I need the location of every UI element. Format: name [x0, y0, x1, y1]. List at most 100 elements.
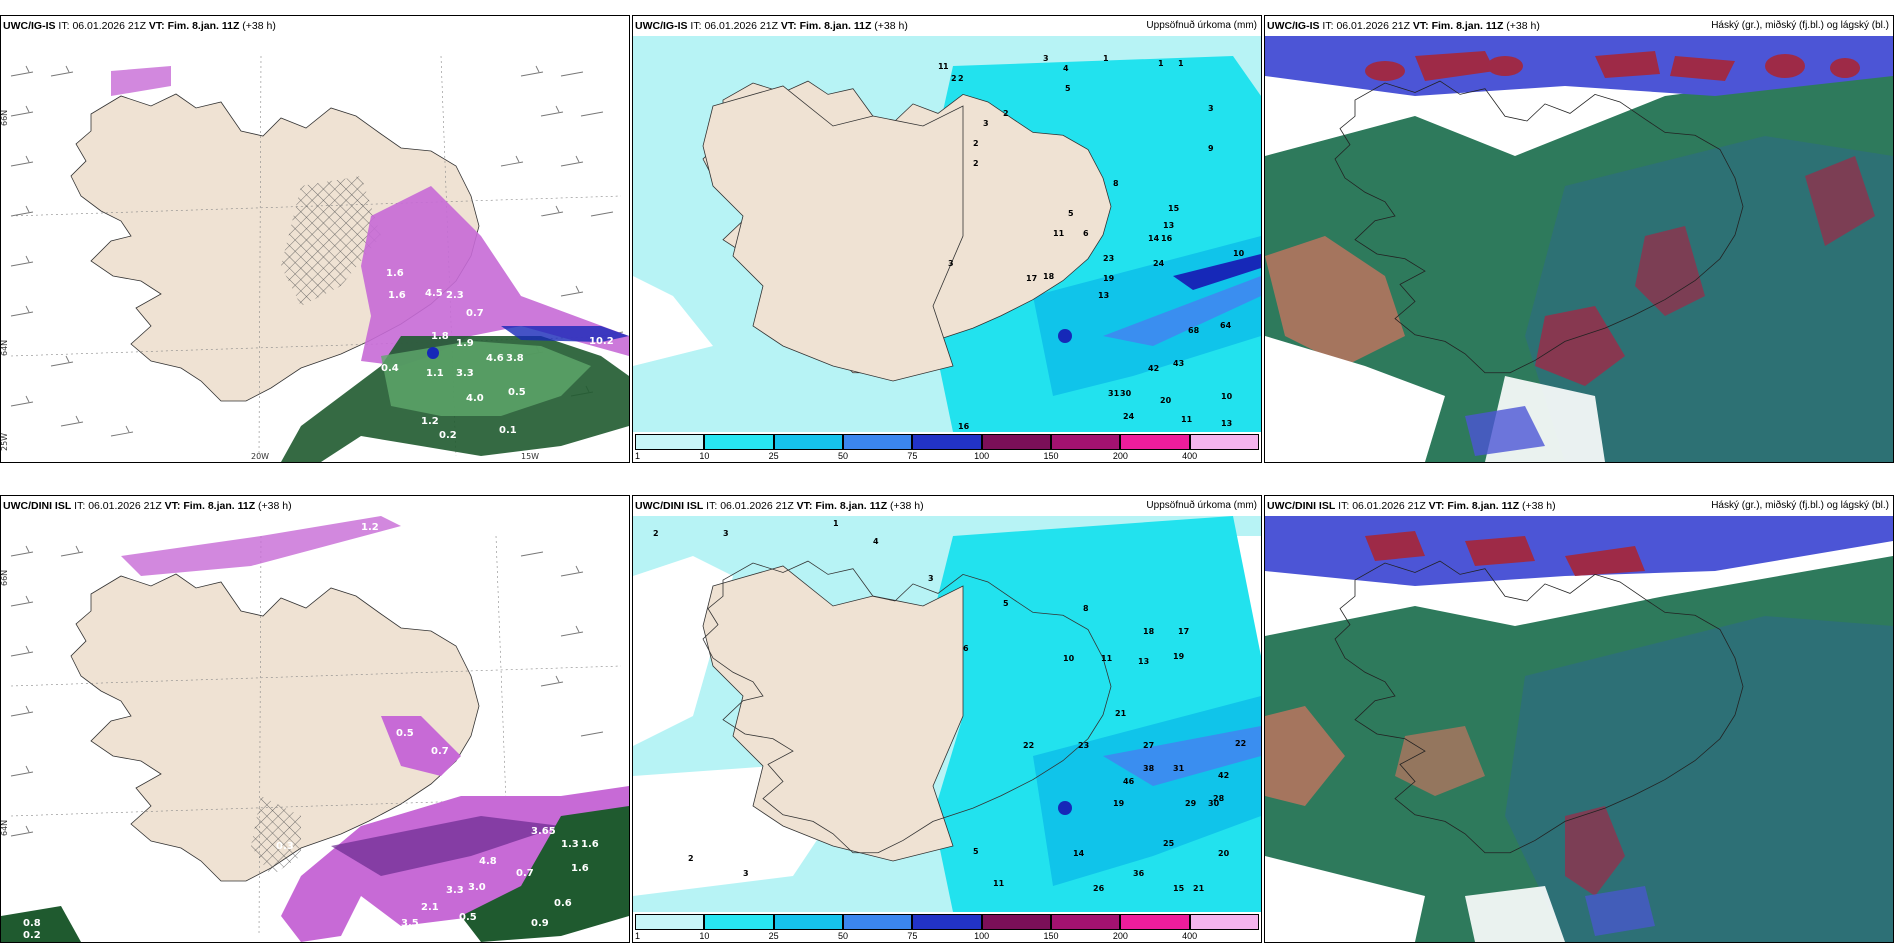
- precip-value: 1: [1103, 54, 1109, 63]
- precip-value: 0.7: [431, 746, 449, 757]
- panel-title: UWC/IG-IS IT: 06.01.2026 21Z VT: Fim. 8.…: [1267, 20, 1540, 32]
- precip-value: 1.8: [431, 331, 449, 342]
- precip-magenta: [361, 186, 629, 366]
- precip-value: 2.1: [421, 902, 439, 913]
- colorbar-swatch: [704, 914, 774, 930]
- precip-value: 16: [1161, 234, 1173, 243]
- hatched-area: [281, 176, 381, 306]
- map-accum-precip: 1 2 3 4 5 2 3 2 8 6 11 5 15 14 16 13 24 …: [633, 36, 1261, 432]
- precip-value: 3: [1043, 54, 1049, 63]
- colorbar: 1 10 25 50 75 100 150 200 400: [635, 434, 1259, 461]
- precip-value: 2.3: [446, 290, 464, 301]
- colorbar-swatch: [1051, 434, 1121, 450]
- colorbar-swatch: [635, 914, 705, 930]
- graticule-labels: 66N 64N 25W 20W 15W: [1, 110, 539, 461]
- precip-value: 17: [1026, 274, 1037, 283]
- precip-value: 22: [1235, 739, 1246, 748]
- lat-label: 64N: [1, 820, 9, 836]
- colorbar-tick: 75: [907, 451, 918, 461]
- panel-variable-label: Háský (gr.), miðský (fj.bl.) og lágský (…: [1711, 500, 1889, 511]
- panel-igis-accum-precip: UWC/IG-IS IT: 06.01.2026 21Z VT: Fim. 8.…: [632, 15, 1262, 463]
- precip-value: 1.6: [388, 290, 406, 301]
- colorbar-swatch: [773, 434, 843, 450]
- colorbar-swatch: [1189, 434, 1259, 450]
- precip-value: 20: [1218, 849, 1230, 858]
- panel-dini-accum-precip: UWC/DINI ISL IT: 06.01.2026 21Z VT: Fim.…: [632, 495, 1262, 943]
- precip-value: 26: [1093, 884, 1105, 893]
- colorbar-tick: 10: [699, 451, 710, 461]
- precip-value: 29: [1185, 799, 1197, 808]
- precip-value: 13: [1221, 419, 1232, 428]
- map-clouds: [1265, 516, 1893, 942]
- precip-value: 4.5: [425, 288, 443, 299]
- precip-value: 4.0: [466, 393, 484, 404]
- colorbar-tick: 150: [1043, 451, 1059, 461]
- precip-value: 0.6: [554, 898, 572, 909]
- precip-value: 31: [1108, 389, 1120, 398]
- lon-label: 25W: [1, 433, 9, 451]
- precip-value: 0.5: [396, 728, 414, 739]
- precip-value: 28: [1213, 794, 1225, 803]
- precip-value: 13: [1138, 657, 1149, 666]
- precip-value: 4: [1063, 64, 1069, 73]
- colorbar-tick: 50: [837, 931, 849, 941]
- precip-value: 11: [993, 879, 1005, 888]
- panel-variable-label: Uppsöfnuð úrkoma (mm): [1146, 500, 1257, 511]
- precip-value: 20: [1160, 396, 1172, 405]
- colorbar-tick: 50: [837, 451, 849, 461]
- precip-value: 11: [1053, 229, 1065, 238]
- precip-value: 13: [1163, 221, 1174, 230]
- precip-value: 0.5: [471, 734, 489, 745]
- precip-value: 30: [1120, 389, 1132, 398]
- precip-value: 3: [928, 574, 934, 583]
- precip-values: 1.5 1.6 1.8 4.5 2.3 0.7 1.9 0.4 1.1 3.3 …: [356, 213, 614, 451]
- precip-value: 14: [1148, 234, 1160, 243]
- colorbar-tick: 200: [1112, 451, 1128, 461]
- colorbar-tick: 400: [1182, 931, 1198, 941]
- panel-igis-clouds: UWC/IG-IS IT: 06.01.2026 21Z VT: Fim. 8.…: [1264, 15, 1894, 463]
- colorbar-tick: 25: [768, 931, 779, 941]
- colorbar-tick: 100: [974, 451, 990, 461]
- precip-value: 10: [1233, 249, 1245, 258]
- colorbar-tick: 400: [1182, 451, 1198, 461]
- precip-value: 0.8: [356, 440, 374, 451]
- precip-value: 43: [1173, 359, 1184, 368]
- precip-value: 36: [1133, 869, 1145, 878]
- precip-value: 3: [723, 529, 729, 538]
- precip-value: 4.6: [486, 353, 504, 364]
- precip-value: 19: [1103, 274, 1115, 283]
- precip-value: 1.6: [581, 839, 599, 850]
- precip-value: 11: [1101, 654, 1113, 663]
- precip-values: 1.2 0.5 0.7 0.3 0.5 3.65 1.3 1.6 4.8 1.6…: [23, 522, 599, 942]
- colorbar-tick: 150: [1043, 931, 1059, 941]
- precip-value: 0.7: [516, 868, 534, 879]
- precip-values: 1 2 3 4 5 2 3 2 8 6 11 5 15 14 16 13 24 …: [938, 54, 1245, 431]
- precip-value: 1: [1158, 59, 1164, 68]
- colorbar-swatch: [1120, 434, 1190, 450]
- precip-value: 1.5: [526, 213, 544, 224]
- precip-value: 21: [1115, 709, 1127, 718]
- precip-value: 27: [1143, 741, 1154, 750]
- precip-value: 8: [1113, 179, 1119, 188]
- precip-value: 0.5: [459, 912, 477, 923]
- colorbar-swatch: [912, 914, 982, 930]
- precip-value: 1: [938, 62, 944, 71]
- colorbar-swatch: [704, 434, 774, 450]
- lon-label: 20W: [251, 452, 269, 461]
- precip-value: 2.7: [521, 233, 539, 244]
- panel-igis-wind-precip: UWC/IG-IS IT: 06.01.2026 21Z VT: Fim. 8.…: [0, 15, 630, 463]
- precip-value: 0.2: [439, 430, 457, 441]
- precip-value: 16: [958, 422, 970, 431]
- precip-value: 3: [743, 869, 749, 878]
- precip-value: 1.4: [536, 233, 554, 244]
- colorbar-swatch: [635, 434, 705, 450]
- map-clouds: [1265, 36, 1893, 462]
- precip-value: 1: [943, 62, 949, 71]
- precip-value: 30: [1208, 799, 1220, 808]
- precip-value: 6: [963, 644, 969, 653]
- precip-value: 21: [1193, 884, 1205, 893]
- precip-value: 2: [951, 74, 957, 83]
- precip-value: 4.8: [479, 856, 497, 867]
- panel-title: UWC/DINI ISL IT: 06.01.2026 21Z VT: Fim.…: [3, 500, 292, 512]
- precip-value: 3.5: [401, 918, 419, 929]
